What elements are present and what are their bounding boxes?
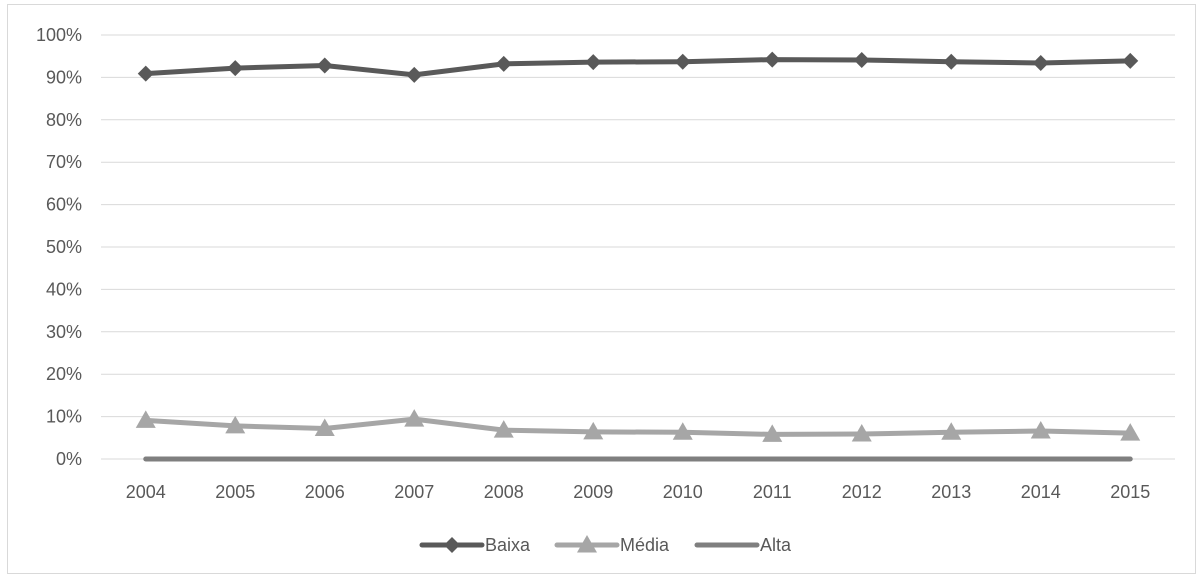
series-média: [135, 409, 1141, 442]
data-point-baixa: [764, 51, 781, 68]
data-point-média: [493, 420, 514, 438]
data-point-baixa: [1032, 54, 1049, 71]
y-tick-label: 100%: [36, 25, 82, 45]
data-point-média: [851, 423, 872, 442]
x-tick-label: 2011: [753, 482, 792, 502]
data-point-média: [1120, 423, 1141, 441]
legend-item: Baixa: [419, 535, 531, 555]
series-layer: [135, 51, 1141, 462]
data-point-média: [314, 418, 335, 436]
data-point-média: [225, 415, 246, 434]
y-tick-label: 70%: [46, 152, 82, 172]
data-point-baixa: [585, 54, 602, 71]
x-tick-label: 2007: [394, 482, 434, 502]
x-tick-label: 2008: [484, 482, 524, 502]
gridlines: [101, 34, 1175, 460]
y-tick-label: 80%: [46, 110, 82, 130]
legend: Baixa Média Alta: [419, 535, 792, 555]
series-line: [143, 57, 1133, 78]
x-tick-label: 2014: [1021, 482, 1061, 502]
data-point-baixa: [137, 65, 154, 82]
y-tick-label: 10%: [46, 407, 82, 427]
legend-label: Baixa: [485, 535, 531, 555]
x-tick-label: 2006: [305, 482, 345, 502]
series-baixa: [137, 51, 1139, 83]
y-axis-tick-labels: 0% 10% 20% 30% 40% 50% 60% 70% 80% 90% 100%: [36, 25, 82, 469]
legend-label: Alta: [760, 535, 792, 555]
data-point-baixa: [495, 55, 512, 72]
data-point-média: [1030, 421, 1051, 439]
y-tick-label: 20%: [46, 364, 82, 384]
data-point-baixa: [406, 66, 423, 83]
legend-item: Alta: [694, 535, 792, 555]
data-point-média: [583, 421, 604, 440]
y-tick-label: 50%: [46, 237, 82, 257]
x-tick-label: 2012: [842, 482, 882, 502]
series-line: [143, 416, 1133, 437]
legend-item: Média: [554, 535, 670, 555]
data-point-baixa: [316, 57, 333, 74]
data-point-baixa: [853, 52, 870, 69]
x-tick-label: 2004: [126, 482, 166, 502]
y-tick-label: 0%: [56, 449, 82, 469]
data-point-baixa: [1122, 52, 1139, 69]
data-point-média: [672, 422, 693, 440]
y-tick-label: 90%: [46, 67, 82, 87]
x-tick-label: 2013: [931, 482, 971, 502]
legend-marker: [444, 537, 460, 553]
data-point-baixa: [227, 60, 244, 77]
legend-label: Média: [620, 535, 670, 555]
y-tick-label: 60%: [46, 195, 82, 215]
x-tick-label: 2005: [215, 482, 255, 502]
legend-marker: [577, 535, 597, 553]
y-tick-label: 40%: [46, 279, 82, 299]
data-point-baixa: [674, 53, 691, 70]
y-tick-label: 30%: [46, 322, 82, 342]
x-axis-tick-labels: 2004 2005 2006 2007 2008 2009 2010 2011 2012 2013…: [126, 482, 1151, 502]
data-point-média: [941, 422, 962, 440]
data-point-baixa: [943, 53, 960, 70]
data-point-média: [404, 409, 425, 427]
data-point-média: [135, 410, 156, 428]
x-tick-label: 2009: [573, 482, 613, 502]
x-tick-label: 2010: [663, 482, 703, 502]
x-tick-label: 2015: [1110, 482, 1150, 502]
data-point-média: [762, 424, 783, 442]
